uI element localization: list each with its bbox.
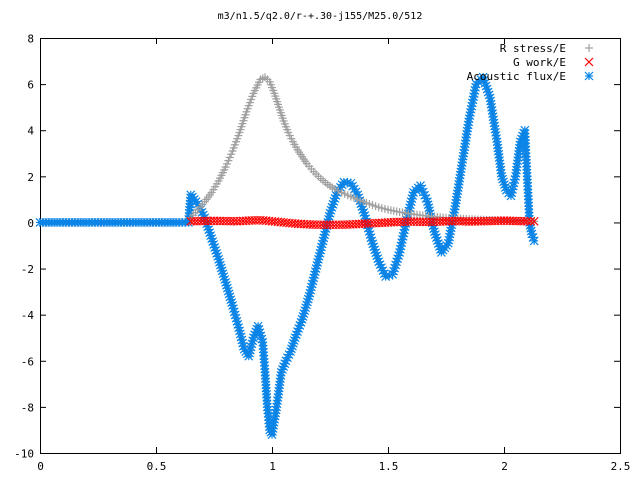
series-1	[186, 215, 539, 230]
legend-plus-marker	[585, 44, 593, 52]
y-tick-label: 2	[27, 171, 34, 184]
x-tick-label: 1.5	[379, 460, 399, 473]
chart-title: m3/n1.5/q2.0/r-+.30-j155/M25.0/512	[218, 11, 423, 22]
plot-frame	[40, 38, 621, 454]
plus-marker	[334, 186, 343, 195]
y-tick-label: -2	[21, 263, 34, 276]
legend-label: G work/E	[513, 56, 566, 69]
y-tick-label: -6	[21, 355, 34, 368]
cross-marker	[529, 216, 539, 226]
series-0	[186, 73, 539, 226]
y-tick-label: -4	[21, 309, 35, 322]
y-tick-label: 6	[27, 79, 34, 92]
legend-cross-marker	[584, 57, 594, 67]
series-layer	[35, 72, 539, 439]
x-tick-label: 2.5	[611, 460, 631, 473]
x-tick-label: 1	[269, 460, 276, 473]
y-tick-label: -8	[21, 401, 34, 414]
legend-star-marker	[584, 71, 594, 81]
cross-marker	[519, 216, 529, 226]
plus-marker	[330, 185, 339, 194]
x-tick-label: 0.5	[147, 460, 167, 473]
legend-label: Acoustic flux/E	[467, 70, 566, 83]
axis-ticks: 0 0.5 1 1.5 2 2.5 -10 -8 -6 -4 -2 0 2 4 6 8	[14, 33, 630, 474]
cross-marker	[526, 216, 536, 226]
x-tick-label: 0	[37, 460, 44, 473]
star-marker	[529, 236, 539, 246]
y-tick-label: -10	[14, 448, 34, 461]
y-tick-label: 4	[27, 125, 34, 138]
cross-marker	[522, 216, 532, 226]
series-2	[35, 72, 539, 439]
x-tick-label: 2	[501, 460, 508, 473]
y-tick-label: 8	[27, 33, 34, 46]
y-tick-label: 0	[27, 217, 34, 230]
legend-label: R stress/E	[500, 42, 566, 55]
